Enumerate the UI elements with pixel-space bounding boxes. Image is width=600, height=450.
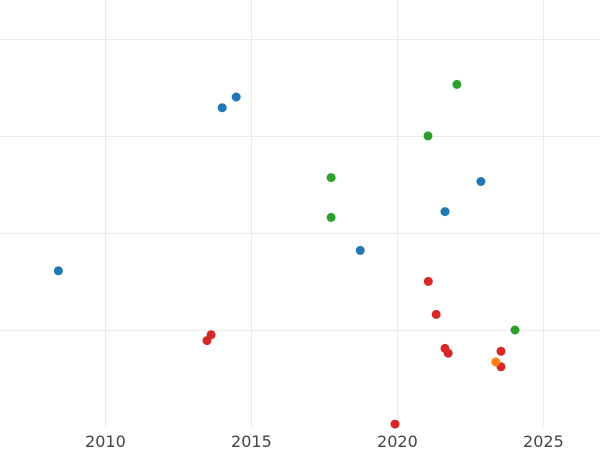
data-point [510,325,520,335]
grid-lines [0,0,600,427]
data-points [53,79,520,429]
data-point [431,309,441,319]
data-point [326,212,336,222]
data-point [355,245,365,255]
data-point [231,92,241,102]
data-point [390,419,400,429]
data-point [217,103,227,113]
series-orange [491,357,501,367]
data-point [491,357,501,367]
data-point [423,276,433,286]
x-axis-tick-labels: 2010 2015 2020 2025 [85,432,564,450]
series-green [326,79,520,335]
series-red [202,276,506,429]
data-point [53,266,63,276]
series-blue [53,92,486,276]
x-tick-label: 2015 [231,432,272,450]
x-tick-label: 2025 [523,432,564,450]
data-point [423,131,433,141]
data-point [443,348,453,358]
data-point [476,177,486,186]
data-point [496,346,506,356]
data-point [452,79,462,89]
data-point [206,330,216,340]
x-tick-label: 2010 [85,432,126,450]
data-point [326,173,336,183]
data-point [440,207,450,217]
x-tick-label: 2020 [377,432,418,450]
